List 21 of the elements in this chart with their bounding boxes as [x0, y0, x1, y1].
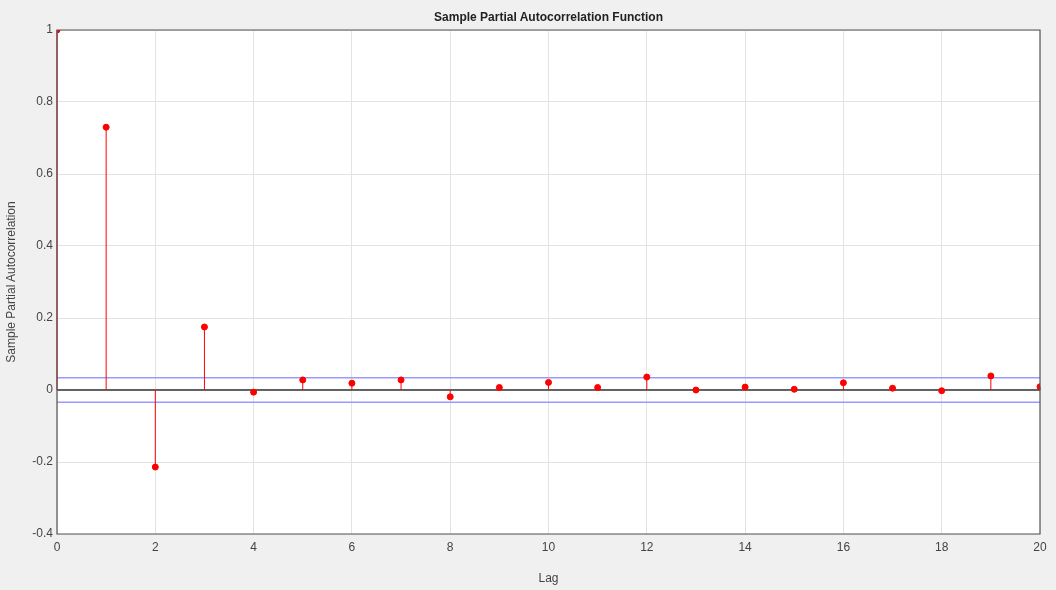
x-tick-label: 10 [541, 539, 556, 554]
x-tick-label: 18 [935, 539, 949, 554]
x-tick-label: 14 [738, 539, 753, 554]
y-tick-label: -0.2 [32, 454, 54, 469]
x-axis-title: Lag [538, 571, 559, 586]
x-tick-label: 8 [446, 539, 454, 554]
x-tick-label: 4 [250, 539, 258, 554]
y-tick-label: 0.4 [36, 238, 54, 253]
y-tick-label: 0.2 [36, 310, 54, 325]
y-tick-label: 0.8 [36, 94, 54, 109]
chart-title: Sample Partial Autocorrelation Function [434, 10, 663, 25]
x-tick-label: 20 [1033, 539, 1047, 554]
y-tick-label: 0.6 [36, 166, 54, 181]
y-tick-label: 0 [46, 382, 54, 397]
x-tick-label: 16 [836, 539, 851, 554]
x-tick-label: 12 [640, 539, 654, 554]
x-tick-label: 2 [151, 539, 159, 554]
y-tick-label: -0.4 [32, 526, 54, 541]
y-axis-title: Sample Partial Autocorrelation [3, 201, 18, 363]
y-tick-label: 1 [46, 22, 54, 37]
x-tick-label: 6 [348, 539, 356, 554]
